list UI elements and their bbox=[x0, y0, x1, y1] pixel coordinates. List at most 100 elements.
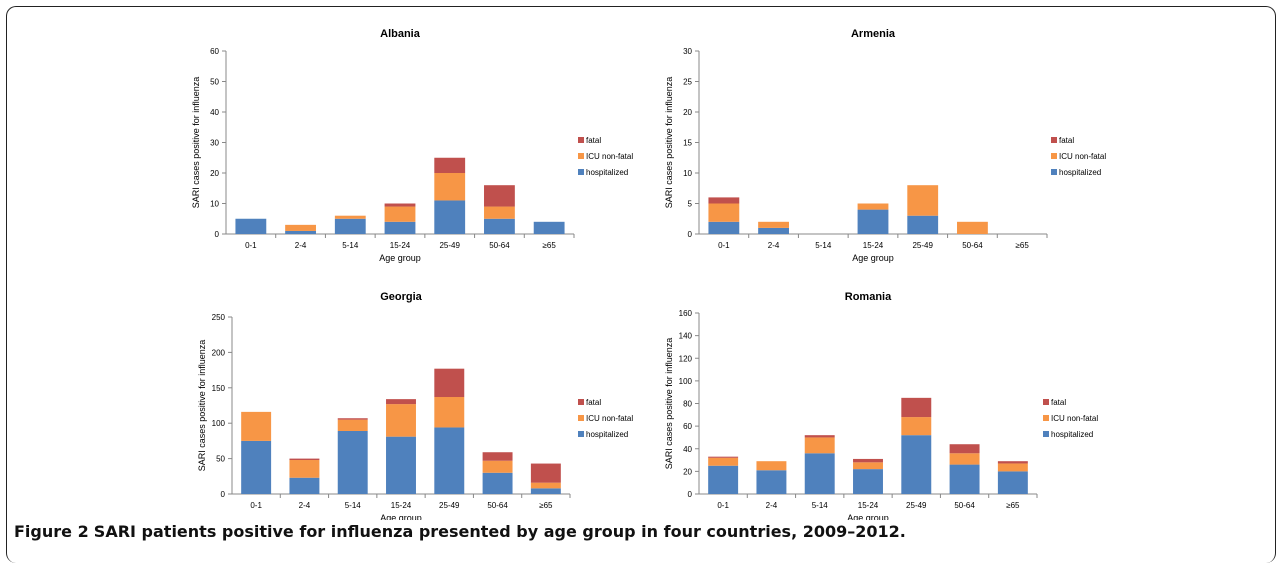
x-axis-label: Age group bbox=[380, 513, 422, 520]
x-tick-label: 5-14 bbox=[815, 241, 832, 250]
legend-swatch bbox=[578, 169, 584, 175]
bar-segment-fatal bbox=[384, 203, 416, 207]
y-tick-label: 25 bbox=[683, 78, 692, 87]
bar-segment-hospitalized bbox=[484, 218, 515, 234]
chart-romania: Romania 0 20 40 60 80 100 120 140 160 SARI cases p… bbox=[664, 291, 1098, 520]
legend-label: fatal bbox=[1059, 136, 1074, 145]
y-tick-label: 200 bbox=[212, 348, 226, 357]
bar-segment-fatal bbox=[434, 157, 466, 173]
legend-swatch bbox=[578, 153, 584, 159]
y-tick-label: 20 bbox=[210, 169, 219, 178]
x-axis-label: Age group bbox=[852, 253, 894, 263]
bar-segment-hospitalized bbox=[997, 471, 1028, 494]
y-tick-label: 30 bbox=[683, 47, 692, 56]
x-tick-label: 5-14 bbox=[812, 501, 829, 510]
y-axis-label: SARI cases positive for influenza bbox=[197, 340, 207, 472]
x-tick-label: 0-1 bbox=[250, 501, 262, 510]
bar-segment-hospitalized bbox=[337, 430, 368, 494]
bar-segment-hospitalized bbox=[285, 230, 316, 234]
bar-segment-icu-non-fatal bbox=[907, 185, 939, 216]
y-tick-label: 10 bbox=[683, 169, 692, 178]
y-tick-label: 0 bbox=[688, 230, 693, 239]
bar-segment-fatal bbox=[434, 368, 465, 398]
bar-segment-hospitalized bbox=[804, 453, 835, 494]
x-tick-label: 0-1 bbox=[717, 501, 729, 510]
x-tick-label: 50-64 bbox=[962, 241, 983, 250]
bar-segment-icu-non-fatal bbox=[337, 419, 368, 431]
bar-segment-icu-non-fatal bbox=[804, 437, 835, 454]
legend-label: fatal bbox=[1051, 398, 1066, 407]
legend-swatch bbox=[1051, 169, 1057, 175]
bar-segment-hospitalized bbox=[434, 427, 465, 494]
y-tick-label: 100 bbox=[212, 419, 226, 428]
bar-segment-hospitalized bbox=[530, 488, 561, 494]
legend-swatch bbox=[578, 415, 584, 421]
x-tick-label: ≥65 bbox=[1006, 501, 1020, 510]
bar-segment-hospitalized bbox=[857, 209, 889, 234]
y-tick-label: 0 bbox=[215, 230, 220, 239]
bar-segment-icu-non-fatal bbox=[708, 457, 739, 466]
legend-label: ICU non-fatal bbox=[586, 414, 633, 423]
legend-swatch bbox=[1043, 415, 1049, 421]
x-tick-label: 2-4 bbox=[295, 241, 307, 250]
bar-segment-icu-non-fatal bbox=[530, 482, 561, 489]
x-tick-label: 15-24 bbox=[858, 501, 879, 510]
legend-label: fatal bbox=[586, 398, 601, 407]
bar-segment-icu-non-fatal bbox=[957, 221, 988, 234]
bar-segment-fatal bbox=[804, 435, 835, 438]
bar-segment-fatal bbox=[530, 463, 561, 483]
y-tick-label: 60 bbox=[683, 422, 692, 431]
x-tick-label: 5-14 bbox=[342, 241, 359, 250]
bar-segment-hospitalized bbox=[907, 215, 939, 234]
x-tick-label: 15-24 bbox=[863, 241, 884, 250]
bar-segment-icu-non-fatal bbox=[482, 460, 513, 473]
bar-segment-icu-non-fatal bbox=[756, 461, 787, 471]
x-tick-label: 0-1 bbox=[245, 241, 257, 250]
chart-albania: Albania 0 10 20 30 40 50 60 SARI cases positive … bbox=[191, 28, 633, 263]
bar-segment-hospitalized bbox=[708, 221, 740, 234]
bar-segment-hospitalized bbox=[386, 436, 416, 494]
y-tick-label: 80 bbox=[683, 400, 692, 409]
bar-segment-icu-non-fatal bbox=[949, 453, 980, 465]
bar-segment-fatal bbox=[484, 185, 515, 207]
legend-swatch bbox=[1051, 153, 1057, 159]
caption-label: Figure 2 bbox=[14, 522, 89, 541]
bar-segment-icu-non-fatal bbox=[285, 224, 316, 231]
legend-label: hospitalized bbox=[586, 430, 628, 439]
x-tick-label: 50-64 bbox=[489, 241, 510, 250]
y-tick-label: 100 bbox=[679, 377, 693, 386]
bar-segment-hospitalized bbox=[758, 227, 789, 234]
bar-segment-icu-non-fatal bbox=[708, 203, 740, 222]
x-tick-label: 25-49 bbox=[912, 241, 933, 250]
y-tick-label: 0 bbox=[221, 490, 226, 499]
bar-segment-icu-non-fatal bbox=[334, 215, 366, 219]
legend-label: ICU non-fatal bbox=[1059, 152, 1106, 161]
bar-segment-icu-non-fatal bbox=[241, 411, 272, 441]
x-axis-label: Age group bbox=[379, 253, 421, 263]
y-tick-label: 20 bbox=[683, 108, 692, 117]
x-tick-label: 15-24 bbox=[390, 241, 411, 250]
x-tick-label: 25-49 bbox=[439, 241, 460, 250]
bar-segment-fatal bbox=[997, 461, 1028, 464]
bar-segment-hospitalized bbox=[289, 477, 320, 494]
legend-label: ICU non-fatal bbox=[586, 152, 633, 161]
x-tick-label: 50-64 bbox=[954, 501, 975, 510]
y-tick-label: 5 bbox=[688, 200, 693, 209]
x-tick-label: ≥65 bbox=[542, 241, 556, 250]
y-tick-label: 250 bbox=[212, 313, 226, 322]
y-tick-label: 20 bbox=[683, 467, 692, 476]
bar-segment-icu-non-fatal bbox=[386, 404, 416, 437]
bar-segment-hospitalized bbox=[853, 469, 883, 494]
x-tick-label: 25-49 bbox=[439, 501, 460, 510]
x-tick-label: 0-1 bbox=[718, 241, 730, 250]
legend-swatch bbox=[1043, 399, 1049, 405]
bar-segment-icu-non-fatal bbox=[853, 462, 883, 470]
bar-segment-hospitalized bbox=[241, 440, 272, 494]
bar-segment-fatal bbox=[337, 418, 368, 420]
bar-segment-icu-non-fatal bbox=[289, 460, 320, 478]
legend-swatch bbox=[578, 431, 584, 437]
bar-segment-fatal bbox=[289, 458, 320, 461]
legend-label: hospitalized bbox=[586, 168, 628, 177]
bar-segment-hospitalized bbox=[901, 435, 932, 494]
